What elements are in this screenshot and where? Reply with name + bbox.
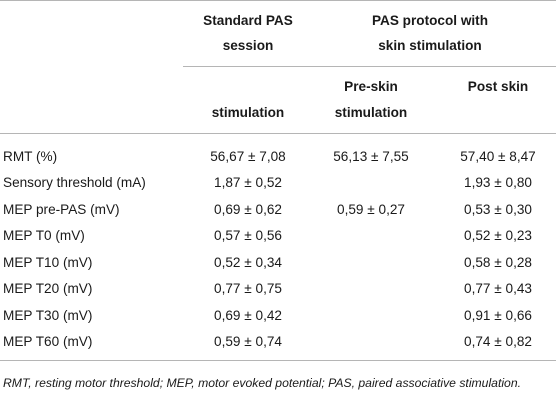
standard-value: 0,69 ± 0,42 [214,308,282,323]
header-col3-sub: Post skin [467,79,529,94]
row-label: MEP T60 (mV) [3,334,93,349]
header-col2-sub-line2: stimulation [334,105,408,120]
header-standard-pas-line1: Standard PAS [203,13,293,28]
table-top-rule [0,0,556,1]
post-skin-value: 0,74 ± 0,82 [464,334,532,349]
row-label: MEP T20 (mV) [3,281,93,296]
header-group-rule [183,66,556,67]
post-skin-value: 0,58 ± 0,28 [464,255,532,270]
row-label: MEP pre-PAS (mV) [3,202,120,217]
post-skin-value: 0,77 ± 0,43 [464,281,532,296]
post-skin-value: 0,53 ± 0,30 [464,202,532,217]
post-skin-value: 57,40 ± 8,47 [460,149,536,164]
header-protocol-line2: skin stimulation [378,38,482,53]
standard-value: 0,59 ± 0,74 [214,334,282,349]
table-bottom-rule [0,360,556,361]
header-standard-pas: Standard PAS [183,12,313,30]
standard-value: 0,69 ± 0,62 [214,202,282,217]
table-footnote: RMT, resting motor threshold; MEP, motor… [3,376,521,390]
row-label: RMT (%) [3,149,58,164]
post-skin-value: 0,91 ± 0,66 [464,308,532,323]
pre-skin-value: 56,13 ± 7,55 [333,149,409,164]
header-col2-sub-line1: Pre-skin [344,79,398,94]
row-label: MEP T30 (mV) [3,308,93,323]
standard-value: 0,52 ± 0,34 [214,255,282,270]
row-label: Sensory threshold (mA) [3,175,146,190]
header-col1-sub: stimulation [211,105,285,120]
row-label: MEP T0 (mV) [3,228,85,243]
standard-value: 0,77 ± 0,75 [214,281,282,296]
post-skin-value: 1,93 ± 0,80 [464,175,532,190]
header-standard-session: session [183,37,313,55]
row-label: MEP T10 (mV) [3,255,93,270]
pre-skin-value: 0,59 ± 0,27 [337,202,405,217]
post-skin-value: 0,52 ± 0,23 [464,228,532,243]
standard-value: 56,67 ± 7,08 [210,149,286,164]
standard-value: 0,57 ± 0,56 [214,228,282,243]
header-bottom-rule [0,133,556,134]
standard-value: 1,87 ± 0,52 [214,175,282,190]
header-protocol-line1: PAS protocol with [371,13,489,28]
header-standard-pas-line2: session [222,38,274,53]
